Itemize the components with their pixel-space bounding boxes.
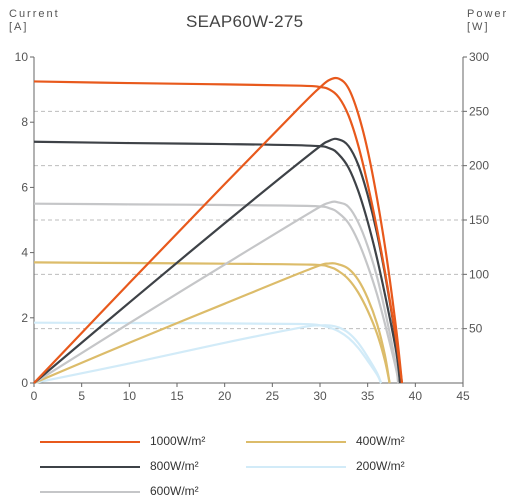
left-tick-label: 8 (21, 115, 28, 129)
left-tick-label: 0 (21, 376, 28, 390)
right-axis-label: Power (467, 8, 509, 20)
right-tick-label: 300 (469, 50, 489, 64)
x-tick-label: 0 (31, 389, 38, 403)
current-curve-1000 (33, 80, 404, 384)
right-tick-label: 100 (469, 267, 489, 281)
right-axis-unit: [W] (467, 21, 490, 33)
power-curve-800 (33, 137, 402, 384)
right-tick-label: 250 (469, 104, 489, 118)
power-curve-200 (33, 324, 383, 385)
left-axis-label: Current (9, 8, 60, 20)
power-curve-600 (33, 200, 400, 384)
right-tick-label: 200 (469, 159, 489, 173)
left-axis-unit: [A] (9, 21, 29, 33)
left-tick-label: 4 (21, 246, 28, 260)
x-tick-label: 40 (409, 389, 423, 403)
power-curve-1000 (33, 76, 404, 384)
right-tick-label: 150 (469, 213, 489, 227)
x-tick-label: 5 (78, 389, 85, 403)
current-curve-800 (33, 140, 402, 384)
left-tick-label: 2 (21, 311, 28, 325)
left-tick-label: 6 (21, 180, 28, 194)
current-curve-200 (33, 321, 383, 384)
left-tick-label: 10 (15, 50, 29, 64)
x-tick-label: 15 (170, 389, 184, 403)
x-tick-label: 10 (123, 389, 137, 403)
current-curve-400 (33, 261, 391, 384)
chart-title: SEAP60W-275 (186, 12, 304, 31)
x-tick-label: 45 (456, 389, 470, 403)
x-tick-label: 35 (361, 389, 375, 403)
x-tick-label: 30 (313, 389, 327, 403)
left-axis-title: Current [A] (9, 8, 60, 34)
power-curve-400 (33, 262, 391, 385)
right-axis-title: Power [W] (467, 8, 508, 34)
x-tick-label: 25 (266, 389, 280, 403)
x-tick-label: 20 (218, 389, 232, 403)
right-tick-label: 50 (469, 322, 483, 336)
